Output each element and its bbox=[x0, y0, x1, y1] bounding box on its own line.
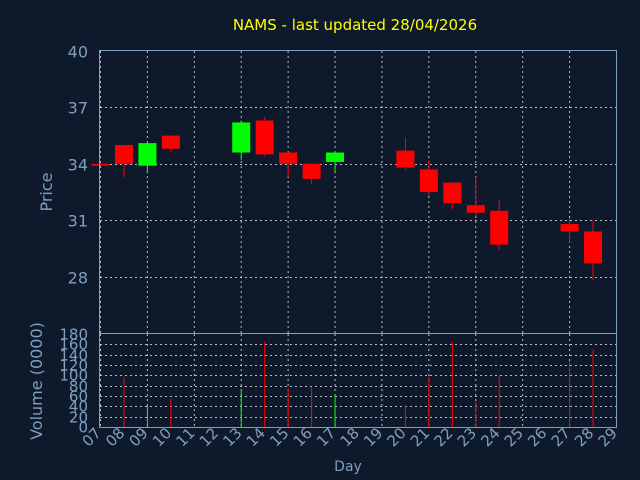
price-candles bbox=[91, 116, 603, 281]
x-tick-label: 13 bbox=[219, 424, 245, 450]
x-tick-label: 12 bbox=[196, 424, 222, 450]
volume-axis-label: Volume (0000) bbox=[27, 322, 46, 440]
price-axis-label: Price bbox=[37, 172, 56, 211]
x-tick-label: 18 bbox=[337, 424, 363, 450]
candle-body bbox=[584, 231, 603, 264]
volume-tick-label: 140 bbox=[59, 347, 88, 365]
x-tick-label: 22 bbox=[430, 424, 456, 450]
candle-body bbox=[161, 135, 180, 149]
x-tick-label: 19 bbox=[360, 424, 386, 450]
price-tick-label: 28 bbox=[68, 269, 88, 288]
volume-tick-label: 40 bbox=[69, 398, 88, 416]
x-tick-label: 24 bbox=[477, 424, 503, 450]
x-tick-label: 23 bbox=[454, 424, 480, 450]
volume-tick-label: 0 bbox=[78, 419, 88, 437]
volume-tick-label: 20 bbox=[69, 409, 88, 427]
price-y-ticks: 28 31 34 37 40 bbox=[68, 43, 88, 288]
x-tick-label: 09 bbox=[126, 424, 152, 450]
candle-body bbox=[466, 205, 485, 213]
volume-panel-frame bbox=[99, 333, 617, 428]
candle-body bbox=[114, 145, 133, 164]
price-panel-frame bbox=[99, 50, 617, 334]
candle-body bbox=[279, 152, 298, 164]
candle-body bbox=[138, 143, 157, 166]
x-tick-label: 16 bbox=[290, 424, 316, 450]
candle-body bbox=[419, 169, 438, 192]
x-tick-label: 14 bbox=[243, 424, 269, 450]
volume-tick-label: 100 bbox=[59, 367, 88, 385]
price-tick-label: 40 bbox=[68, 43, 88, 62]
candle-body bbox=[443, 182, 462, 204]
x-axis-label: Day bbox=[334, 459, 362, 475]
x-tick-label: 25 bbox=[501, 424, 527, 450]
x-tick-label: 27 bbox=[548, 424, 574, 450]
price-tick-label: 31 bbox=[68, 212, 88, 231]
x-tick-label: 10 bbox=[149, 424, 175, 450]
x-tick-label: 26 bbox=[524, 424, 550, 450]
x-tick-label: 20 bbox=[384, 424, 410, 450]
price-grid bbox=[100, 51, 617, 333]
x-tick-label: 15 bbox=[266, 424, 292, 450]
volume-bars bbox=[123, 341, 594, 427]
volume-tick-label: 180 bbox=[59, 326, 88, 344]
volume-tick-label: 160 bbox=[59, 336, 88, 354]
x-tick-label: 28 bbox=[571, 424, 597, 450]
chart-title: NAMS - last updated 28/04/2026 bbox=[233, 16, 477, 34]
volume-tick-label: 80 bbox=[69, 378, 88, 396]
volume-tick-label: 60 bbox=[69, 388, 88, 406]
price-tick-label: 34 bbox=[68, 156, 88, 175]
candle-body bbox=[560, 223, 579, 232]
candle-body bbox=[91, 163, 110, 166]
candle-body bbox=[490, 210, 509, 245]
x-tick-label: 11 bbox=[172, 424, 198, 450]
candle-body bbox=[232, 122, 251, 153]
x-tick-label: 29 bbox=[595, 424, 621, 450]
candle-body bbox=[255, 120, 274, 155]
x-tick-label: 21 bbox=[407, 424, 433, 450]
candle-body bbox=[396, 150, 415, 168]
x-axis-ticks: 0708091011121314151617181920212223242526… bbox=[79, 424, 621, 450]
volume-grid bbox=[100, 334, 617, 427]
volume-tick-label: 120 bbox=[59, 357, 88, 375]
candle-body bbox=[326, 152, 345, 162]
candle-body bbox=[302, 163, 321, 179]
price-tick-label: 37 bbox=[68, 99, 88, 118]
x-tick-label: 08 bbox=[102, 424, 128, 450]
x-tick-label: 17 bbox=[313, 424, 339, 450]
